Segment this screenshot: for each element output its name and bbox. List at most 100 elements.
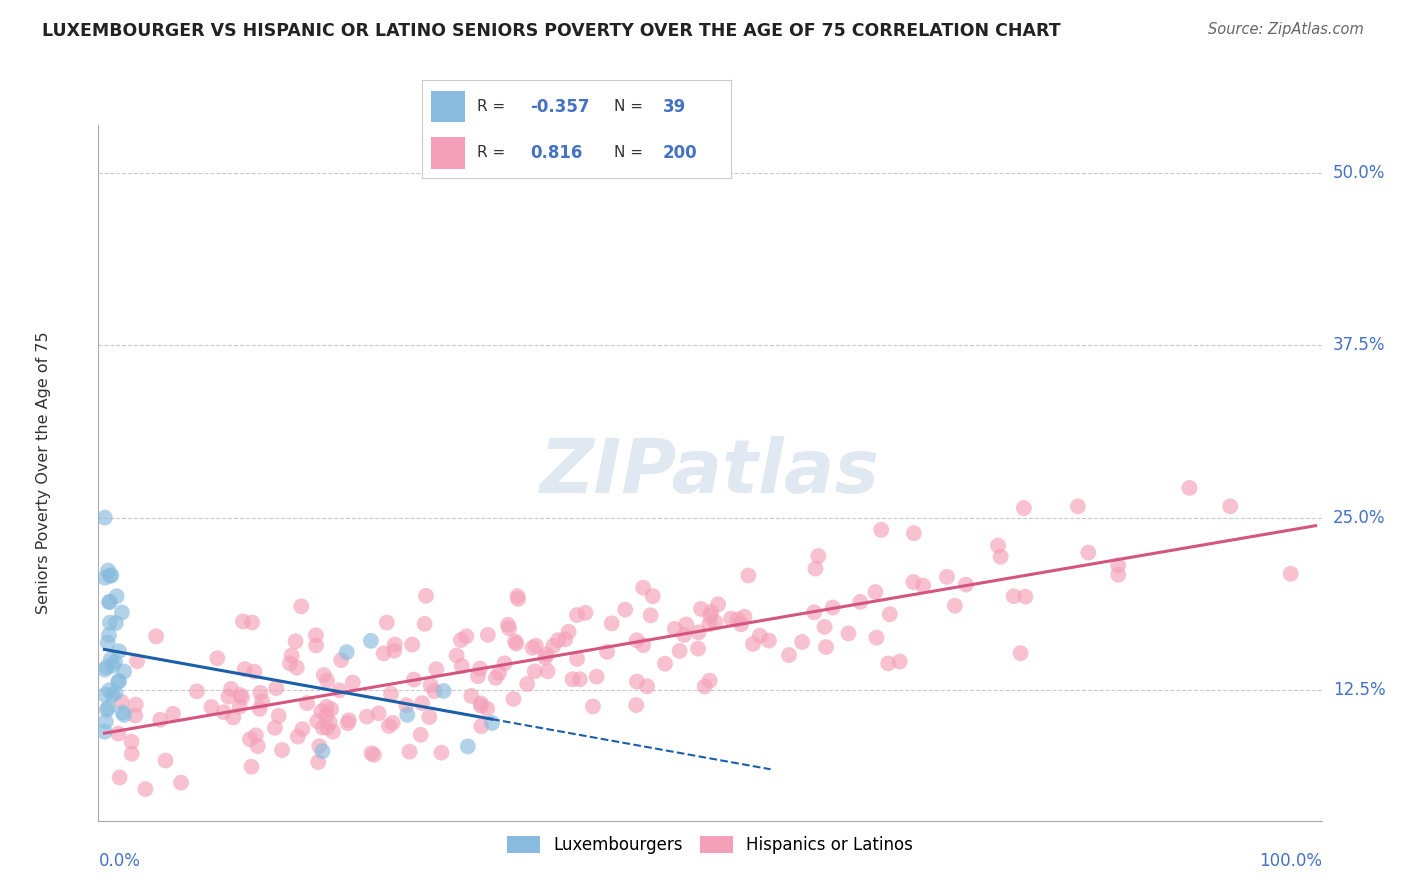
Point — [212, 705, 235, 719]
Point — [720, 612, 742, 626]
Text: 25.0%: 25.0% — [1333, 508, 1385, 526]
Point — [415, 589, 437, 603]
Point — [287, 730, 309, 744]
Point — [309, 704, 332, 718]
Point — [240, 615, 263, 630]
Point — [228, 699, 250, 714]
Point — [699, 673, 721, 688]
Point — [668, 644, 690, 658]
Point — [737, 568, 759, 582]
Point — [134, 782, 156, 797]
Text: N =: N = — [613, 145, 643, 161]
Point — [502, 692, 524, 706]
Point — [423, 684, 446, 698]
Point — [98, 615, 121, 630]
Point — [284, 634, 307, 648]
Point — [1010, 646, 1032, 660]
Point — [112, 707, 135, 722]
Point — [328, 683, 350, 698]
Point — [342, 675, 364, 690]
Point — [229, 688, 252, 702]
Point — [93, 663, 115, 677]
Point — [363, 747, 385, 762]
Point — [675, 617, 697, 632]
Point — [699, 608, 721, 623]
Point — [402, 673, 425, 687]
Point — [219, 681, 242, 696]
Point — [321, 702, 343, 716]
Point — [488, 666, 510, 681]
Point — [94, 688, 117, 702]
Point — [582, 699, 605, 714]
Point — [396, 707, 419, 722]
Point — [243, 665, 266, 679]
Point — [170, 775, 193, 789]
Text: Source: ZipAtlas.com: Source: ZipAtlas.com — [1208, 22, 1364, 37]
Point — [813, 620, 835, 634]
Text: 100.0%: 100.0% — [1258, 852, 1322, 870]
Point — [955, 577, 977, 591]
Text: 50.0%: 50.0% — [1333, 164, 1385, 182]
Point — [311, 744, 333, 758]
Point — [278, 657, 301, 671]
Text: ZIPatlas: ZIPatlas — [540, 436, 880, 509]
Point — [112, 665, 135, 679]
Point — [790, 635, 813, 649]
Point — [100, 568, 122, 582]
Point — [155, 754, 177, 768]
Point — [450, 659, 472, 673]
Text: R =: R = — [478, 99, 510, 114]
Text: 200: 200 — [664, 144, 697, 161]
Point — [912, 578, 935, 592]
Point — [673, 628, 696, 642]
Text: 0.816: 0.816 — [530, 144, 582, 161]
Point — [280, 648, 302, 663]
Point — [574, 606, 596, 620]
Bar — [432, 91, 465, 122]
Point — [543, 639, 565, 653]
Point — [360, 746, 382, 760]
Point — [877, 657, 900, 671]
Text: Seniors Poverty Over the Age of 75: Seniors Poverty Over the Age of 75 — [37, 332, 51, 614]
Point — [470, 698, 492, 713]
Point — [557, 624, 579, 639]
Point — [496, 617, 519, 632]
Point — [419, 678, 441, 692]
Point — [1107, 567, 1129, 582]
Point — [97, 564, 120, 578]
Point — [641, 589, 664, 603]
Point — [778, 648, 800, 662]
Point — [107, 726, 129, 740]
Point — [614, 602, 637, 616]
Point — [101, 688, 124, 702]
Point — [640, 608, 662, 623]
Point — [98, 628, 121, 642]
Point — [367, 706, 389, 721]
Point — [285, 661, 308, 675]
Point — [524, 639, 547, 653]
Point — [903, 574, 925, 589]
Point — [1002, 589, 1025, 603]
Point — [330, 653, 353, 667]
Point — [470, 697, 492, 711]
Point — [200, 700, 222, 714]
Point — [727, 612, 749, 626]
Point — [425, 662, 447, 676]
Point — [111, 606, 134, 620]
Point — [1178, 481, 1201, 495]
Point — [100, 652, 122, 666]
Point — [231, 690, 253, 705]
Point — [145, 629, 167, 643]
Point — [96, 703, 118, 717]
Point — [626, 633, 648, 648]
Point — [654, 657, 676, 671]
Point — [704, 615, 727, 630]
Point — [239, 732, 262, 747]
Point — [337, 714, 360, 728]
Point — [305, 639, 328, 653]
Point — [481, 716, 503, 731]
Point — [395, 698, 418, 713]
Point — [600, 616, 623, 631]
Point — [295, 696, 318, 710]
Point — [380, 687, 402, 701]
